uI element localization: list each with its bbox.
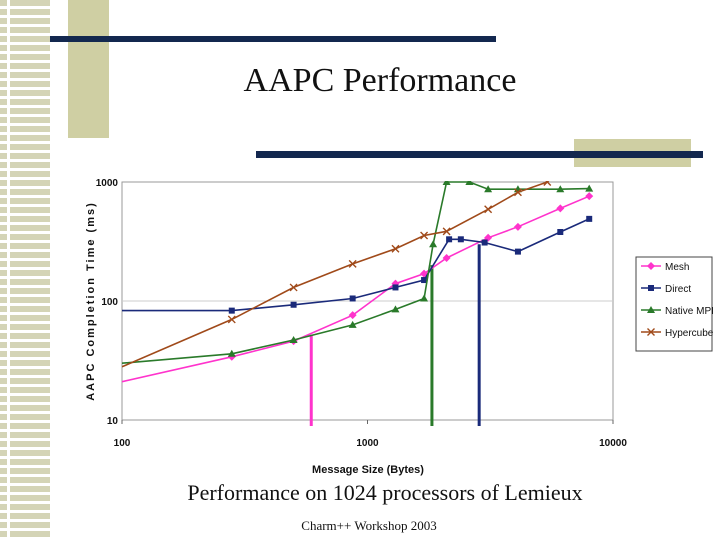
data-point-mesh — [585, 192, 594, 201]
y-tick-label: 1000 — [96, 178, 119, 189]
slide-top-bar — [50, 36, 496, 42]
legend-label-direct: Direct — [665, 284, 691, 295]
data-point-native-mpi — [227, 349, 236, 357]
data-point-hypercube — [543, 181, 552, 186]
data-point-native-mpi — [420, 294, 429, 302]
data-point-native-mpi — [465, 181, 474, 185]
legend-label-native-mpi: Native MPI — [665, 306, 714, 317]
y-tick-label: 10 — [107, 416, 119, 427]
data-point-hypercube — [227, 315, 236, 324]
data-point-direct — [557, 229, 564, 236]
legend-marker-mesh — [647, 262, 655, 270]
x-tick-label: 10000 — [599, 438, 627, 449]
data-point-mesh — [442, 253, 451, 262]
data-point-mesh — [556, 204, 565, 213]
data-point-direct — [514, 248, 521, 255]
data-point-native-mpi — [348, 320, 357, 328]
legend-marker-direct — [648, 285, 654, 291]
legend-label-mesh: Mesh — [665, 262, 689, 273]
data-point-native-mpi — [391, 305, 400, 313]
data-point-hypercube — [484, 205, 493, 214]
data-point-hypercube — [391, 244, 400, 253]
series-line-hypercube — [122, 181, 548, 368]
y-tick-label: 100 — [101, 297, 118, 308]
data-point-native-mpi — [429, 240, 438, 248]
legend-box — [635, 256, 713, 352]
data-point-native-mpi — [484, 185, 493, 193]
series-hypercube — [122, 181, 552, 368]
data-point-mesh — [513, 222, 522, 231]
data-point-mesh — [348, 311, 357, 320]
data-point-native-mpi — [585, 184, 594, 192]
data-point-hypercube — [289, 283, 298, 292]
slide-stripes-decoration — [0, 0, 50, 540]
page-title: AAPC Performance — [243, 62, 517, 99]
legend-label-hypercube: Hypercube — [665, 328, 714, 339]
data-point-native-mpi — [556, 185, 565, 193]
data-point-direct — [392, 284, 399, 291]
data-point-direct — [481, 239, 488, 246]
legend-marker-hypercube — [647, 328, 655, 336]
chart-caption: Performance on 1024 processors of Lemieu… — [187, 480, 583, 505]
slide-top-block — [68, 0, 109, 138]
data-point-direct — [586, 215, 593, 222]
series-native-mpi — [122, 181, 594, 364]
data-point-direct — [290, 301, 297, 308]
series-direct — [122, 215, 593, 314]
data-point-direct — [421, 277, 428, 284]
data-point-hypercube — [348, 259, 357, 268]
series-line-direct — [122, 218, 590, 312]
data-point-direct — [228, 307, 235, 314]
x-axis-label: Message Size (Bytes) — [312, 464, 424, 476]
slide-mid-bar — [256, 151, 703, 158]
data-point-native-mpi — [289, 336, 298, 344]
data-point-direct — [446, 236, 453, 243]
data-point-direct — [349, 295, 356, 302]
x-tick-label: 1000 — [356, 438, 379, 449]
x-tick-label: 100 — [114, 438, 131, 449]
data-point-hypercube — [420, 231, 429, 240]
data-point-hypercube — [513, 188, 522, 197]
slide-footer: Charm++ Workshop 2003 — [301, 518, 437, 533]
y-axis-label: AAPC Completion Time (ms) — [85, 201, 97, 401]
data-point-native-mpi — [442, 181, 451, 185]
data-point-hypercube — [442, 227, 451, 236]
data-point-direct — [457, 236, 464, 243]
legend-marker-native-mpi — [647, 306, 655, 313]
